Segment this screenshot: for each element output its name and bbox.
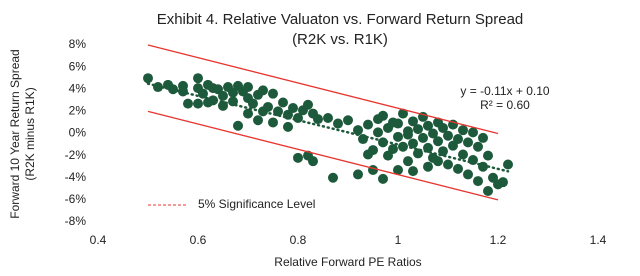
scatter-point bbox=[473, 141, 483, 152]
scatter-point bbox=[268, 88, 278, 99]
x-tick-label: 0.4 bbox=[90, 233, 107, 247]
scatter-point bbox=[363, 149, 373, 160]
scatter-point bbox=[408, 166, 418, 177]
scatter-point bbox=[408, 116, 418, 127]
y-tick-label: -2% bbox=[65, 148, 87, 162]
scatter-point bbox=[378, 173, 388, 184]
scatter-point bbox=[323, 113, 333, 124]
scatter-point bbox=[463, 169, 473, 180]
scatter-point bbox=[258, 106, 268, 117]
trend-line bbox=[146, 82, 510, 173]
y-tick-label: 0% bbox=[69, 126, 87, 140]
scatter-point bbox=[498, 177, 508, 188]
scatter-point bbox=[438, 122, 448, 133]
scatter-point bbox=[393, 165, 403, 176]
scatter-point bbox=[288, 103, 298, 114]
scatter-point bbox=[503, 159, 513, 170]
annotation: R² = 0.60 bbox=[480, 98, 530, 112]
scatter-point bbox=[398, 108, 408, 119]
scatter-point bbox=[453, 163, 463, 174]
scatter-point bbox=[433, 156, 443, 167]
scatter-point bbox=[268, 117, 278, 128]
scatter-point bbox=[458, 125, 468, 136]
x-tick-label: 1.4 bbox=[590, 233, 607, 247]
scatter-point bbox=[468, 127, 478, 138]
x-axis-title: Relative Forward PE Ratios bbox=[274, 255, 421, 269]
scatter-point bbox=[368, 165, 378, 176]
scatter-point bbox=[293, 152, 303, 163]
x-tick-label: 1 bbox=[395, 233, 402, 247]
band-line bbox=[147, 110, 499, 201]
scatter-point bbox=[253, 115, 263, 126]
scatter-point bbox=[328, 172, 338, 183]
scatter-point bbox=[233, 120, 243, 131]
scatter-point bbox=[418, 132, 428, 143]
scatter-point bbox=[408, 138, 418, 149]
y-tick-label: 8% bbox=[69, 37, 87, 51]
scatter-point bbox=[283, 121, 293, 132]
scatter-point bbox=[353, 169, 363, 180]
scatter-point bbox=[473, 176, 483, 187]
scatter-point bbox=[423, 120, 433, 131]
scatter-point bbox=[478, 132, 488, 143]
y-axis-title: (R2K minus R1K) bbox=[23, 87, 37, 180]
scatter-point bbox=[193, 73, 203, 84]
scatter-point bbox=[278, 97, 288, 108]
scatter-point bbox=[258, 85, 268, 96]
x-tick-label: 0.6 bbox=[190, 233, 207, 247]
scatter-point bbox=[393, 118, 403, 129]
chart-title: (R2K vs. R1K) bbox=[292, 31, 388, 48]
scatter-point bbox=[393, 131, 403, 142]
chart-title: Exhibit 4. Relative Valuaton vs. Forward… bbox=[157, 11, 524, 28]
scatter-point bbox=[243, 82, 253, 93]
x-tick-label: 1.2 bbox=[490, 233, 507, 247]
scatter-point bbox=[433, 136, 443, 147]
y-tick-label: -6% bbox=[65, 192, 87, 206]
y-tick-label: -8% bbox=[65, 214, 87, 228]
y-tick-label: 6% bbox=[69, 59, 87, 73]
scatter-point bbox=[218, 90, 228, 101]
scatter-point bbox=[343, 115, 353, 126]
scatter-point bbox=[463, 137, 473, 148]
scatter-point bbox=[483, 186, 493, 197]
scatter-point bbox=[303, 99, 313, 110]
scatter-point bbox=[403, 156, 413, 167]
scatter-point bbox=[193, 98, 203, 109]
scatter-point bbox=[353, 125, 363, 136]
scatter-point bbox=[443, 159, 453, 170]
scatter-point bbox=[423, 161, 433, 172]
scatter-point bbox=[453, 134, 463, 145]
y-tick-label: -4% bbox=[65, 170, 87, 184]
scatter-point bbox=[378, 110, 388, 121]
scatter-point bbox=[388, 143, 398, 154]
scatter-point bbox=[143, 73, 153, 84]
scatter-point bbox=[183, 98, 193, 109]
y-tick-label: 2% bbox=[69, 104, 87, 118]
scatter-point bbox=[313, 114, 323, 125]
scatter-point bbox=[363, 119, 373, 130]
annotation: y = -0.11x + 0.10 bbox=[460, 84, 549, 98]
band-line bbox=[147, 44, 499, 135]
scatter-point bbox=[243, 108, 253, 119]
scatter-point bbox=[308, 156, 318, 167]
y-axis-title: Forward 10 Year Return Spread bbox=[8, 49, 22, 218]
scatter-point bbox=[333, 118, 343, 129]
scatter-point bbox=[413, 124, 423, 135]
scatter-point bbox=[458, 149, 468, 160]
scatter-point bbox=[248, 98, 258, 109]
x-tick-label: 0.8 bbox=[290, 233, 307, 247]
scatter-point bbox=[178, 80, 188, 91]
y-tick-label: 4% bbox=[69, 81, 87, 95]
scatter-point bbox=[403, 129, 413, 140]
scatter-point bbox=[443, 130, 453, 141]
scatter-point bbox=[428, 128, 438, 139]
legend-label: 5% Significance Level bbox=[198, 197, 315, 211]
scatter-point bbox=[483, 150, 493, 161]
scatter-point bbox=[373, 127, 383, 138]
